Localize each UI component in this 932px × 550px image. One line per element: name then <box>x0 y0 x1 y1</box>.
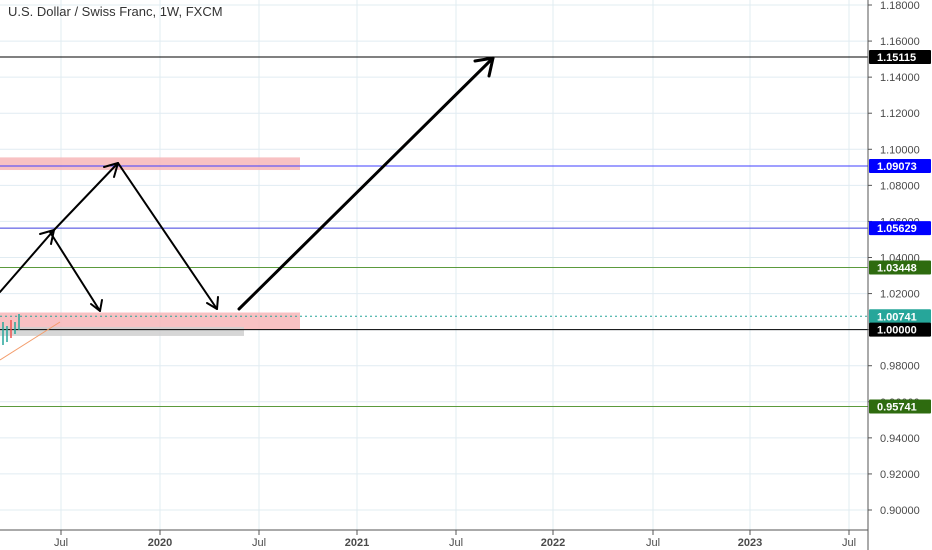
level-103448-tag <box>869 260 931 275</box>
arrow-down-2-head <box>206 296 219 310</box>
price-candles <box>0 314 61 361</box>
level-109073-tag <box>869 159 931 174</box>
time-tick-label: 2020 <box>148 537 172 549</box>
level-parity-tag-label: 1.00000 <box>877 325 917 337</box>
level-105629-tag <box>869 221 931 236</box>
arrow-up-main <box>237 56 495 311</box>
support-zone-lower[interactable] <box>0 312 300 330</box>
arrow-up-main-head <box>473 56 495 78</box>
price-tick-label: 1.14000 <box>880 72 920 84</box>
time-tick-label: Jul <box>252 537 266 549</box>
time-tick-label: 2023 <box>738 537 762 549</box>
price-tick-label: 1.02000 <box>880 289 920 301</box>
price-tick-label: 0.90000 <box>880 505 920 517</box>
trend-line <box>0 321 61 361</box>
level-115115-tag-label: 1.15115 <box>877 52 916 64</box>
price-tick-label: 1.12000 <box>880 108 920 120</box>
level-current-tag-label: 1.00741 <box>877 311 917 323</box>
gray-zone[interactable] <box>0 326 244 336</box>
level-095741-tag-label: 0.95741 <box>877 401 917 413</box>
level-105629-tag-label: 1.05629 <box>877 223 917 235</box>
level-current-tag <box>869 309 931 324</box>
time-tick-label: Jul <box>54 537 68 549</box>
time-axis[interactable]: Jul 2020 Jul 2021 Jul 2022 Jul 2023 Jul <box>54 530 856 549</box>
price-tags: 1.15115 1.09073 1.05629 1.03448 1.00741 1.000… <box>869 50 931 414</box>
arrow-down-1-head <box>90 299 103 312</box>
time-tick-label: 2021 <box>345 537 369 549</box>
arrow-up-1 <box>0 229 55 293</box>
zones <box>0 157 300 336</box>
level-115115-tag <box>869 50 931 65</box>
price-tick-label: 0.94000 <box>880 433 920 445</box>
level-109073-tag-label: 1.09073 <box>877 161 917 173</box>
arrow-down-1 <box>49 231 101 312</box>
time-tick-label: Jul <box>449 537 463 549</box>
horizontal-levels[interactable] <box>0 56 868 407</box>
level-095741-tag <box>869 399 931 414</box>
resistance-zone-upper[interactable] <box>0 157 300 171</box>
arrow-down-2 <box>117 162 218 310</box>
level-parity-tag <box>869 322 931 337</box>
price-tick-label: 0.92000 <box>880 469 920 481</box>
price-tick-label: 1.16000 <box>880 36 920 48</box>
chart-title: U.S. Dollar / Swiss Franc, 1W, FXCM <box>8 4 223 19</box>
price-axis[interactable]: 1.18000 1.16000 1.14000 1.12000 1.10000 1.080… <box>868 0 920 517</box>
price-tick-label: 1.10000 <box>880 144 920 156</box>
time-tick-label: Jul <box>646 537 660 549</box>
projection-arrows[interactable] <box>0 56 495 312</box>
level-103448-tag-label: 1.03448 <box>877 262 917 274</box>
price-tick-label: 1.18000 <box>880 0 920 12</box>
grid <box>0 0 868 530</box>
arrow-up-2 <box>53 162 119 231</box>
time-tick-label: Jul <box>842 537 856 549</box>
price-tick-label: 1.08000 <box>880 180 920 192</box>
time-tick-label: 2022 <box>541 537 565 549</box>
price-tick-label: 0.98000 <box>880 361 920 373</box>
